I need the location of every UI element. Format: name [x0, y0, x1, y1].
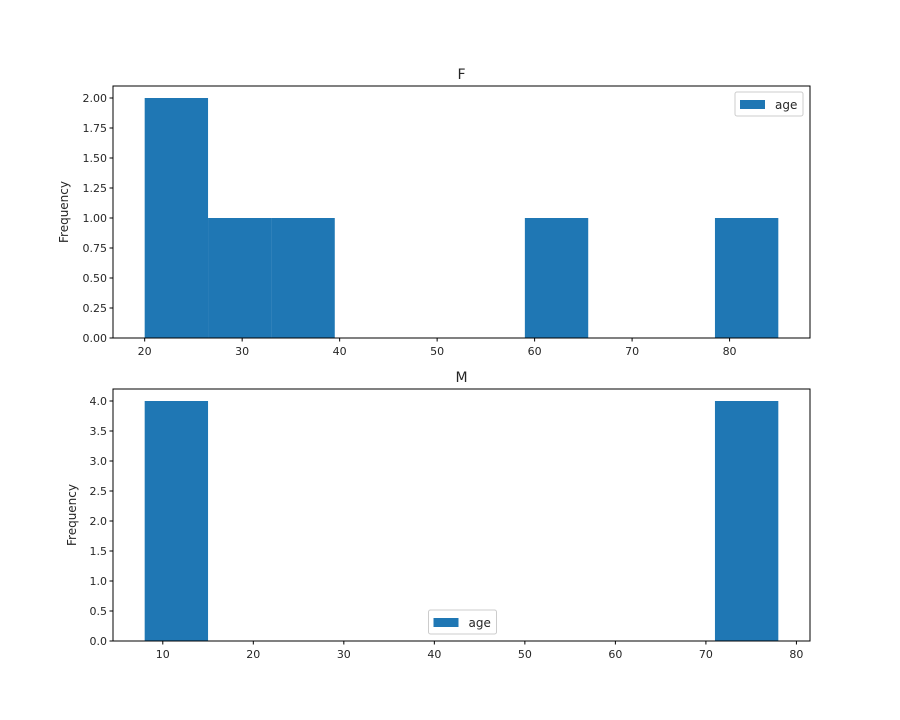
histogram-bar	[714, 401, 779, 641]
legend: age	[428, 609, 497, 635]
y-tick-label: 0.50	[83, 272, 108, 285]
legend: age	[734, 91, 804, 117]
y-axis-ticks: 0.0 0.5 1.0 1.5 2.0 2.5 3.0 3.5 4.0	[90, 395, 113, 648]
y-tick-label: 2.0	[90, 515, 108, 528]
y-tick-label: 2.00	[83, 92, 108, 105]
y-tick-label: 1.25	[83, 182, 108, 195]
histogram-bar	[144, 401, 209, 641]
histogram-bar	[524, 218, 589, 338]
x-tick-label: 20	[138, 345, 152, 358]
x-tick-label: 80	[723, 345, 737, 358]
legend-box	[428, 609, 497, 635]
y-tick-label: 1.75	[83, 122, 108, 135]
y-tick-label: 1.00	[83, 212, 108, 225]
x-axis-ticks: 20 30 40 50 60 70 80	[138, 338, 737, 358]
histogram-bar	[271, 218, 335, 338]
x-tick-label: 40	[333, 345, 347, 358]
x-tick-label: 70	[699, 648, 713, 661]
histogram-bar	[208, 218, 272, 338]
y-tick-label: 0.5	[90, 605, 108, 618]
y-axis-ticks: 0.00 0.25 0.50 0.75 1.00 1.25 1.50 1.75 2.00	[83, 92, 113, 345]
y-tick-label: 0.25	[83, 302, 108, 315]
histogram-bar	[144, 98, 209, 338]
x-tick-label: 10	[156, 648, 170, 661]
x-tick-label: 30	[337, 648, 351, 661]
x-axis-ticks: 10 20 30 40 50 60 70 80	[156, 641, 803, 661]
x-tick-label: 80	[789, 648, 803, 661]
subplot-m: 0.0 0.5 1.0 1.5 2.0 2.5 3.0 3.5 4.0 10 20 30 40 50 60…	[65, 370, 811, 661]
legend-box	[734, 91, 804, 117]
legend-swatch-icon	[740, 100, 765, 109]
axes-frame	[112, 85, 811, 339]
y-tick-label: 4.0	[90, 395, 108, 408]
x-tick-label: 30	[235, 345, 249, 358]
y-tick-label: 3.5	[90, 425, 108, 438]
y-axis-label: Frequency	[65, 484, 79, 546]
y-tick-label: 2.5	[90, 485, 108, 498]
histogram-bars	[144, 401, 779, 641]
axes-frame	[112, 388, 811, 642]
x-tick-label: 50	[430, 345, 444, 358]
subplot-title: F	[457, 67, 465, 83]
x-tick-label: 20	[246, 648, 260, 661]
y-tick-label: 3.0	[90, 455, 108, 468]
legend-label: age	[469, 616, 491, 630]
x-tick-label: 70	[625, 345, 639, 358]
subplot-f: 0.00 0.25 0.50 0.75 1.00 1.25 1.50 1.75 2.00 20 3…	[57, 67, 811, 358]
y-tick-label: 1.0	[90, 575, 108, 588]
y-tick-label: 0.00	[83, 332, 108, 345]
subplot-title: M	[455, 370, 467, 386]
x-tick-label: 60	[528, 345, 542, 358]
legend-swatch-icon	[433, 618, 459, 627]
x-tick-label: 50	[518, 648, 532, 661]
y-tick-label: 0.0	[90, 635, 108, 648]
y-axis-label: Frequency	[57, 181, 71, 243]
x-tick-label: 60	[608, 648, 622, 661]
y-tick-label: 1.5	[90, 545, 108, 558]
x-tick-label: 40	[427, 648, 441, 661]
histogram-bars	[144, 98, 779, 338]
legend-label: age	[775, 98, 797, 112]
y-tick-label: 1.50	[83, 152, 108, 165]
histogram-bar	[714, 218, 779, 338]
y-tick-label: 0.75	[83, 242, 108, 255]
